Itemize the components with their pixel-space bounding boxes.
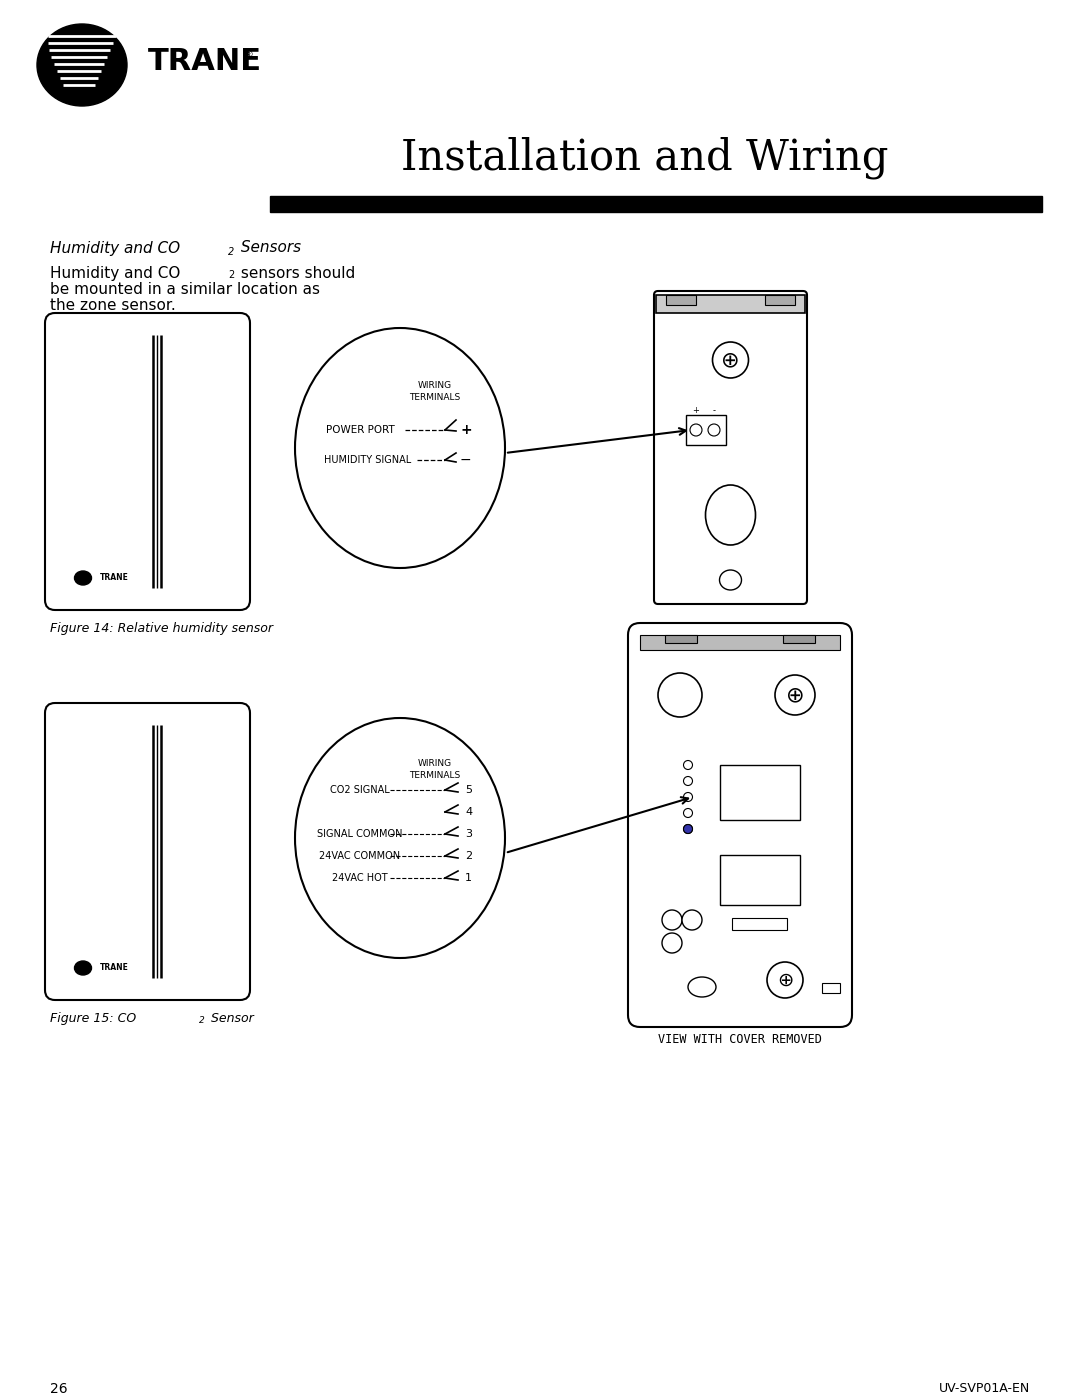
Text: TRANE: TRANE xyxy=(148,47,262,77)
Text: -: - xyxy=(713,407,715,415)
Bar xyxy=(720,855,800,905)
Text: TERMINALS: TERMINALS xyxy=(409,771,461,780)
Text: 26: 26 xyxy=(50,1382,68,1396)
Text: ⊕: ⊕ xyxy=(777,971,793,989)
Text: 2: 2 xyxy=(228,247,234,257)
Text: Sensor: Sensor xyxy=(207,1011,254,1025)
Circle shape xyxy=(713,342,748,379)
Bar xyxy=(720,766,800,820)
Text: CO2 SIGNAL: CO2 SIGNAL xyxy=(330,785,390,795)
Bar xyxy=(640,636,840,650)
Circle shape xyxy=(775,675,815,715)
Bar xyxy=(783,636,815,643)
Text: 4: 4 xyxy=(465,807,472,817)
Bar xyxy=(666,295,696,305)
Text: ⊕: ⊕ xyxy=(785,685,805,705)
Text: 5: 5 xyxy=(465,785,472,795)
Circle shape xyxy=(684,824,692,834)
Text: WIRING: WIRING xyxy=(418,381,453,391)
Ellipse shape xyxy=(719,570,742,590)
Bar xyxy=(656,295,805,313)
Ellipse shape xyxy=(688,977,716,997)
Text: Humidity and CO: Humidity and CO xyxy=(50,265,180,281)
Circle shape xyxy=(662,909,681,930)
Circle shape xyxy=(662,933,681,953)
Text: 24VAC COMMON: 24VAC COMMON xyxy=(320,851,401,861)
Circle shape xyxy=(708,425,720,436)
Text: +: + xyxy=(692,407,700,415)
Ellipse shape xyxy=(75,961,92,975)
Text: 1: 1 xyxy=(465,873,472,883)
Text: UV-SVP01A-EN: UV-SVP01A-EN xyxy=(939,1382,1030,1396)
Circle shape xyxy=(767,963,804,997)
Text: TRANE: TRANE xyxy=(100,574,129,583)
Text: −: − xyxy=(460,453,472,467)
Circle shape xyxy=(684,824,692,834)
Ellipse shape xyxy=(37,24,127,106)
Bar xyxy=(732,918,787,930)
Ellipse shape xyxy=(75,571,92,585)
Text: VIEW WITH COVER REMOVED: VIEW WITH COVER REMOVED xyxy=(658,1032,822,1046)
Text: Figure 14: Relative humidity sensor: Figure 14: Relative humidity sensor xyxy=(50,622,273,636)
FancyBboxPatch shape xyxy=(45,703,249,1000)
Text: Figure 15: CO: Figure 15: CO xyxy=(50,1011,136,1025)
Circle shape xyxy=(684,760,692,770)
Text: sensors should: sensors should xyxy=(237,265,355,281)
FancyBboxPatch shape xyxy=(45,313,249,610)
Circle shape xyxy=(690,425,702,436)
Ellipse shape xyxy=(295,328,505,569)
Bar xyxy=(822,983,840,993)
Text: WIRING: WIRING xyxy=(418,759,453,767)
Bar xyxy=(270,196,1042,212)
Ellipse shape xyxy=(295,718,505,958)
Bar xyxy=(765,295,795,305)
Text: ⊕: ⊕ xyxy=(721,351,740,370)
Circle shape xyxy=(684,777,692,785)
Text: POWER PORT: POWER PORT xyxy=(326,425,394,434)
Text: +: + xyxy=(460,423,472,437)
Text: Installation and Wiring: Installation and Wiring xyxy=(402,137,889,179)
Text: SIGNAL COMMON: SIGNAL COMMON xyxy=(318,828,403,840)
Ellipse shape xyxy=(705,485,756,545)
Text: Sensors: Sensors xyxy=(237,240,301,256)
Bar xyxy=(686,415,726,446)
FancyBboxPatch shape xyxy=(627,623,852,1027)
FancyBboxPatch shape xyxy=(654,291,807,604)
Circle shape xyxy=(684,809,692,817)
Text: be mounted in a similar location as: be mounted in a similar location as xyxy=(50,282,320,298)
Circle shape xyxy=(684,792,692,802)
Text: TERMINALS: TERMINALS xyxy=(409,394,461,402)
Circle shape xyxy=(681,909,702,930)
Circle shape xyxy=(658,673,702,717)
Text: 2: 2 xyxy=(228,270,234,279)
Text: 2: 2 xyxy=(199,1016,205,1025)
Text: TRANE: TRANE xyxy=(100,964,129,972)
Text: 3: 3 xyxy=(465,828,472,840)
Text: Humidity and CO: Humidity and CO xyxy=(50,240,180,256)
Text: HUMIDITY SIGNAL: HUMIDITY SIGNAL xyxy=(324,455,411,465)
Text: 2: 2 xyxy=(465,851,472,861)
Text: the zone sensor.: the zone sensor. xyxy=(50,298,176,313)
Bar xyxy=(665,636,697,643)
Text: 24VAC HOT: 24VAC HOT xyxy=(333,873,388,883)
Text: ®: ® xyxy=(243,50,254,60)
